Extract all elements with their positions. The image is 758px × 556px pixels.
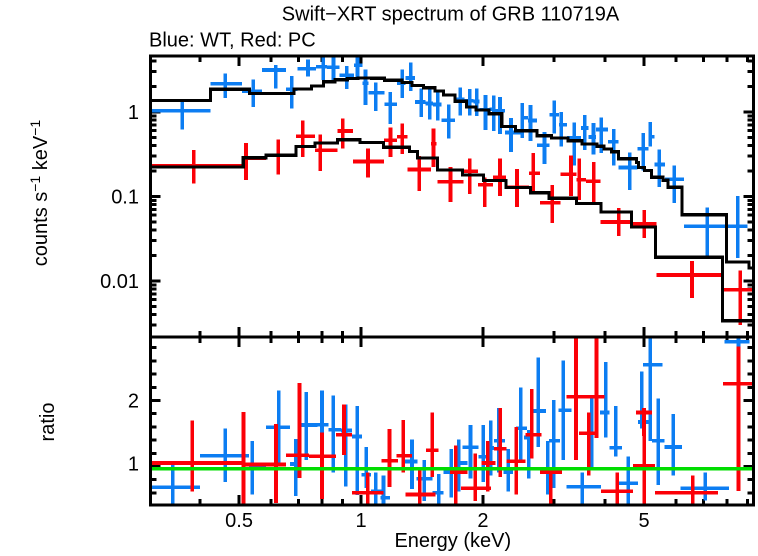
svg-text:1: 1 — [355, 510, 366, 532]
svg-text:counts s−1 keV−1: counts s−1 keV−1 — [27, 120, 52, 267]
svg-text:Energy (keV): Energy (keV) — [394, 530, 511, 552]
svg-text:5: 5 — [639, 510, 650, 532]
svg-text:1: 1 — [128, 102, 139, 124]
svg-text:0.1: 0.1 — [111, 187, 139, 209]
svg-text:0.01: 0.01 — [100, 271, 139, 293]
svg-text:2: 2 — [477, 510, 488, 532]
svg-text:Blue: WT, Red: PC: Blue: WT, Red: PC — [149, 30, 316, 52]
svg-text:2: 2 — [128, 391, 139, 413]
svg-text:0.5: 0.5 — [225, 510, 253, 532]
svg-text:ratio: ratio — [37, 403, 59, 442]
svg-text:1: 1 — [128, 454, 139, 476]
svg-text:Swift−XRT spectrum of GRB 1107: Swift−XRT spectrum of GRB 110719A — [282, 4, 620, 26]
